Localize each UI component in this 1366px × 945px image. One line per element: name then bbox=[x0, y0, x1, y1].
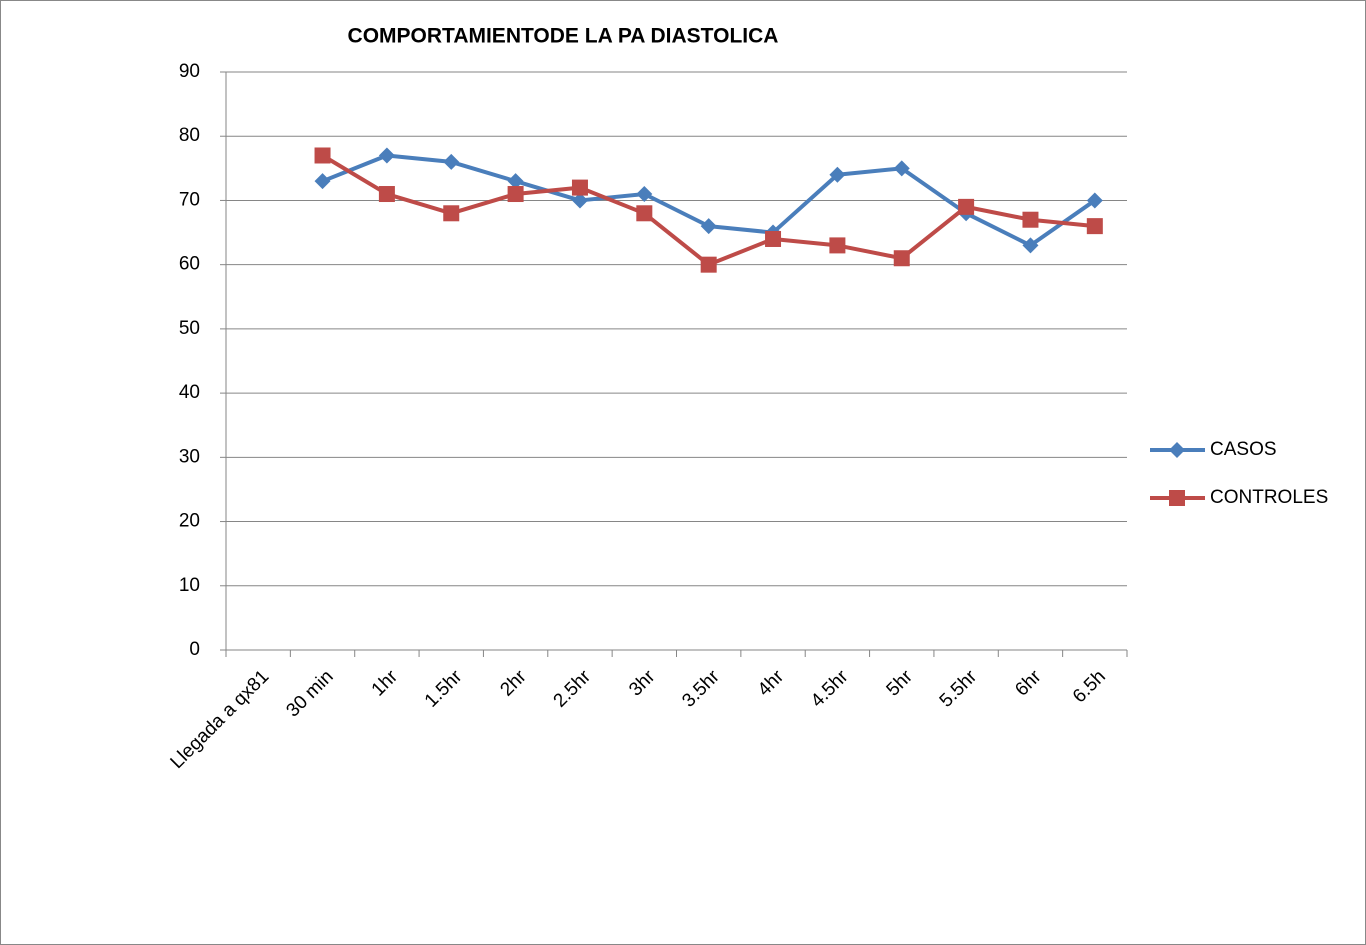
data-point bbox=[893, 250, 910, 267]
y-tick-label: 70 bbox=[179, 189, 200, 210]
data-point bbox=[829, 237, 846, 254]
data-point bbox=[571, 179, 588, 196]
data-point bbox=[893, 160, 910, 177]
y-tick-label: 80 bbox=[179, 125, 200, 146]
legend-marker bbox=[1169, 442, 1185, 458]
data-point bbox=[378, 186, 395, 203]
data-point bbox=[443, 153, 460, 170]
data-point bbox=[443, 205, 460, 222]
data-point bbox=[507, 173, 524, 190]
data-point bbox=[507, 186, 524, 203]
y-tick-label: 0 bbox=[189, 639, 200, 660]
data-point bbox=[958, 198, 975, 215]
data-point bbox=[636, 205, 653, 222]
data-point bbox=[1086, 218, 1103, 235]
y-tick-label: 50 bbox=[179, 318, 200, 339]
data-point bbox=[1022, 237, 1039, 254]
data-point bbox=[700, 256, 717, 273]
legend-label: CONTROLES bbox=[1210, 487, 1328, 508]
data-point bbox=[829, 166, 846, 183]
data-point bbox=[1022, 211, 1039, 228]
y-tick-label: 90 bbox=[179, 61, 200, 82]
data-point bbox=[765, 230, 782, 247]
data-point bbox=[700, 218, 717, 235]
y-tick-label: 10 bbox=[179, 575, 200, 596]
y-tick-label: 40 bbox=[179, 382, 200, 403]
data-point bbox=[571, 192, 588, 209]
data-point bbox=[636, 186, 653, 203]
y-tick-label: 60 bbox=[179, 254, 200, 275]
data-point bbox=[378, 147, 395, 164]
data-point bbox=[314, 173, 331, 190]
data-point bbox=[314, 147, 331, 164]
chart-title: COMPORTAMIENTODE LA PA DIASTOLICA bbox=[348, 25, 779, 48]
legend-marker bbox=[1169, 490, 1185, 506]
data-point bbox=[1086, 192, 1103, 209]
y-tick-label: 30 bbox=[179, 446, 200, 467]
legend-label: CASOS bbox=[1210, 439, 1277, 460]
y-tick-label: 20 bbox=[179, 511, 200, 532]
